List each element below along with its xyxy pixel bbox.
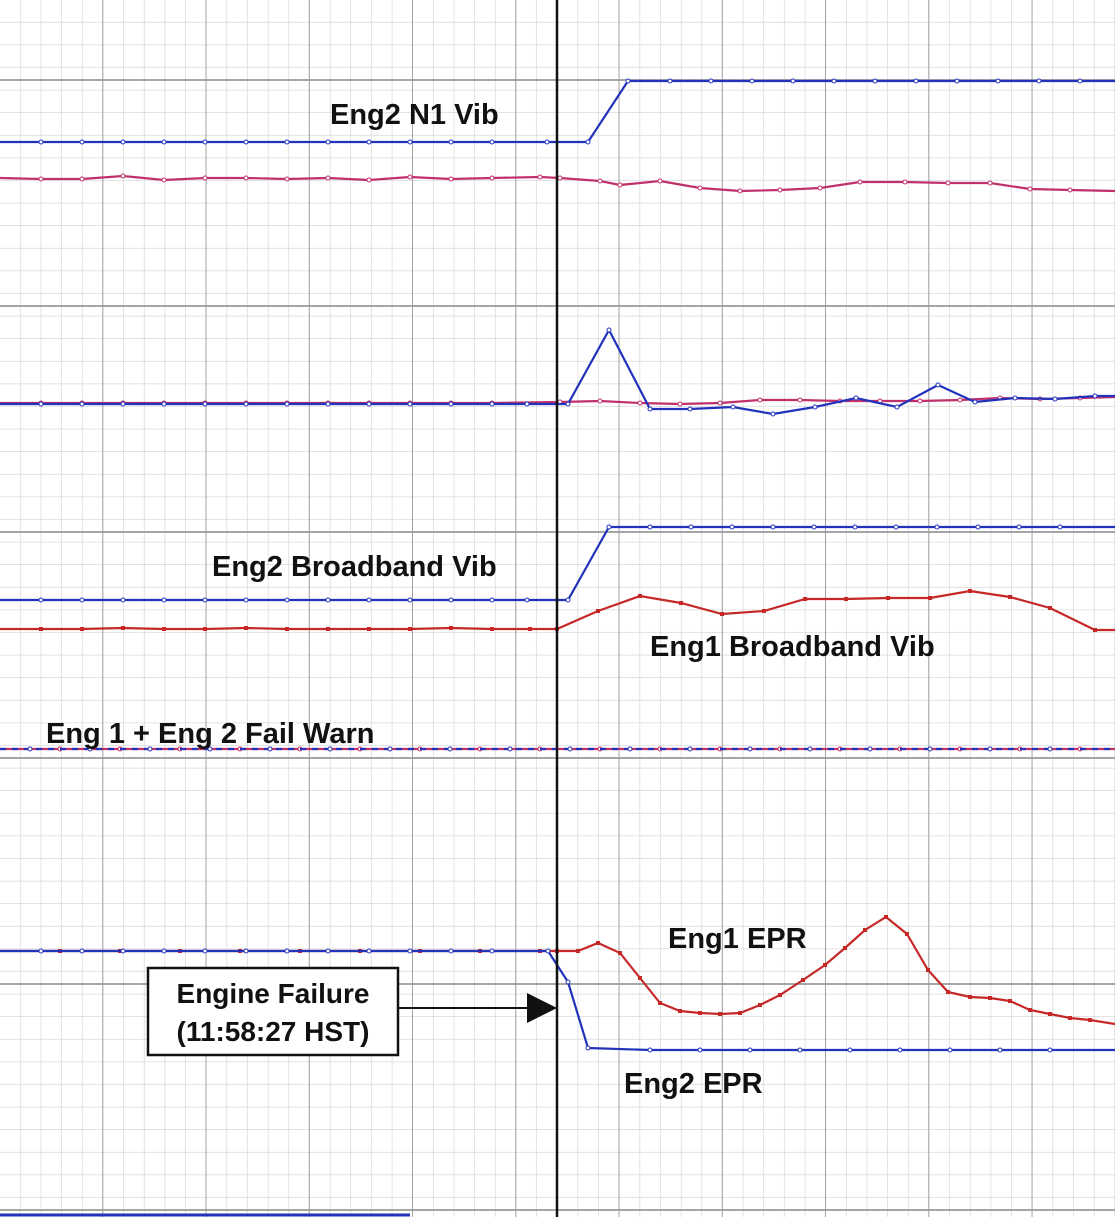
trace — [0, 78, 1115, 145]
trace-label: Eng 1 + Eng 2 Fail Warn — [46, 718, 374, 750]
callout-text: Engine Failure — [177, 978, 370, 1009]
callout-text: (11:58:27 HST) — [177, 1016, 370, 1047]
callout-box — [146, 966, 400, 1057]
trace — [0, 948, 1115, 1053]
trace — [0, 327, 1115, 417]
trace — [0, 173, 1115, 194]
trace-label: Eng2 N1 Vib — [330, 99, 499, 131]
trace-label: Eng1 Broadband Vib — [650, 631, 935, 663]
trace-label: Eng2 EPR — [624, 1068, 763, 1100]
trace-label: Eng1 EPR — [668, 923, 807, 955]
trace-label: Eng2 Broadband Vib — [212, 551, 497, 583]
